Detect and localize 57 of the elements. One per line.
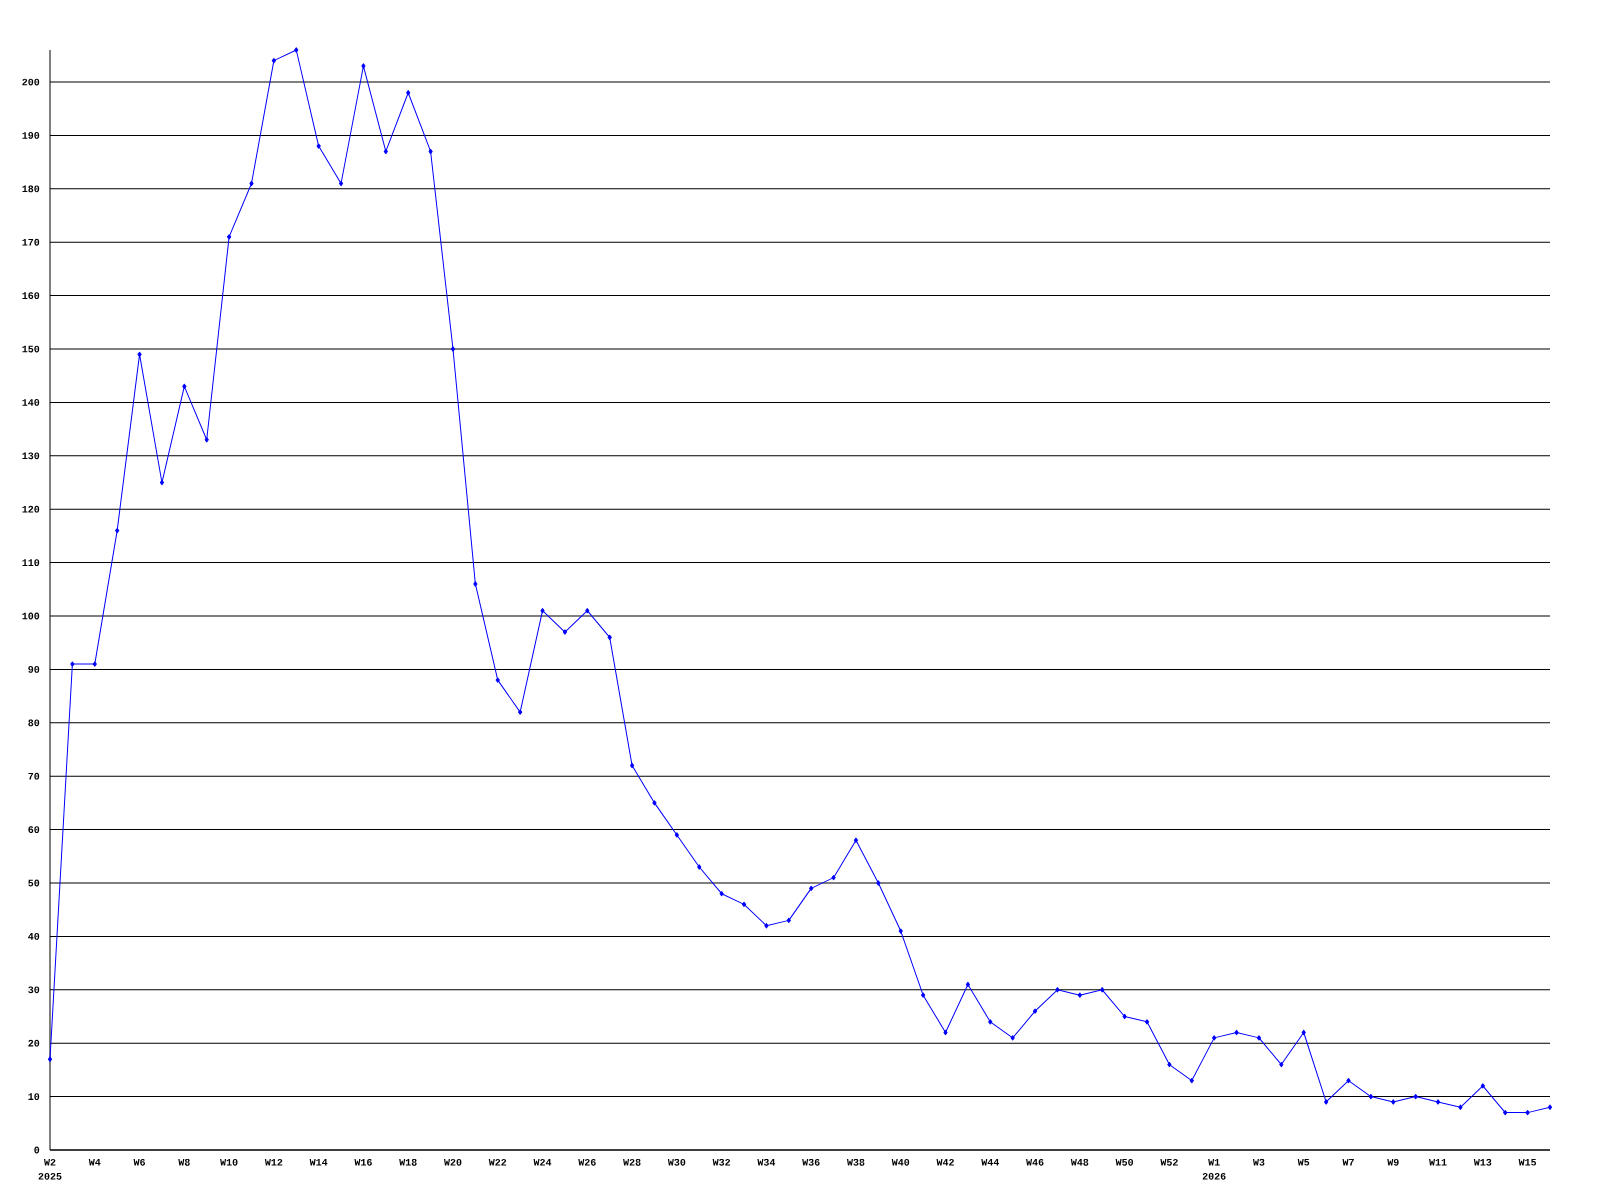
x-tick-label: W42 [936,1158,954,1166]
x-tick-label: W3 [1252,1158,1265,1166]
x-tick-label: W38 [846,1158,865,1166]
x-tick-label: W40 [891,1158,910,1166]
y-tick-label: 0 [34,1146,40,1154]
x-tick-label: W24 [533,1158,552,1166]
x-tick-label: W30 [667,1158,686,1166]
y-tick-label: 190 [22,132,40,139]
y-tick-label: 50 [28,879,40,887]
y-tick-label: 140 [22,399,40,406]
x-tick-label: W44 [981,1158,999,1166]
x-tick-label: W28 [623,1158,641,1166]
x-tick-label: W12 [264,1158,283,1166]
y-tick-label: 170 [22,238,40,246]
x-tick-label: W8 [178,1158,190,1166]
x-tick-label: W20 [443,1158,462,1166]
text: 2026 [1202,1172,1226,1180]
x-tick-label: W13 [1473,1158,1492,1166]
y-tick-label: 10 [28,1093,40,1100]
x-tick-label: W36 [802,1158,820,1166]
x-tick-label: W6 [133,1158,145,1166]
y-tick-label: 80 [28,719,40,727]
y-tick-label: 150 [22,345,40,353]
y-tick-label: 200 [22,78,40,86]
x-tick-label: W50 [1115,1158,1134,1166]
x-tick-label: W4 [88,1158,101,1166]
y-tick-label: 40 [28,933,40,940]
y-tick-label: 30 [28,986,40,994]
x-tick-label: W48 [1070,1158,1089,1166]
y-tick-label: 130 [22,452,40,460]
x-tick-label: W10 [220,1158,238,1166]
x-tick-label: W7 [1342,1158,1354,1166]
y-tick-label: 110 [22,559,40,567]
x-tick-label: W1 [1208,1158,1220,1166]
x-tick-label: W46 [1026,1158,1044,1166]
text: 2025 [38,1172,62,1180]
x-tick-label: W52 [1160,1158,1178,1166]
x-tick-label: W14 [309,1158,328,1166]
x-tick-label: W32 [712,1158,731,1166]
y-tick-label: 160 [22,292,40,300]
x-tick-label: W9 [1387,1158,1399,1166]
x-tick-label: W16 [354,1158,372,1166]
x-tick-label: W15 [1518,1158,1537,1166]
y-tick-label: 90 [28,666,40,673]
x-tick-label: W18 [399,1158,417,1166]
x-tick-label: W34 [757,1158,776,1166]
y-tick-label: 180 [22,185,40,193]
y-tick-label: 100 [22,612,40,620]
x-tick-label: W5 [1297,1158,1310,1166]
y-tick-label: 20 [28,1039,40,1047]
x-tick-label: W2 [44,1158,56,1166]
x-tick-label: W22 [488,1158,507,1166]
x-tick-label: W11 [1429,1158,1447,1166]
x-tick-label: W26 [578,1158,596,1166]
y-tick-label: 120 [22,505,40,513]
y-tick-label: 60 [28,826,40,834]
y-tick-label: 70 [28,772,40,780]
